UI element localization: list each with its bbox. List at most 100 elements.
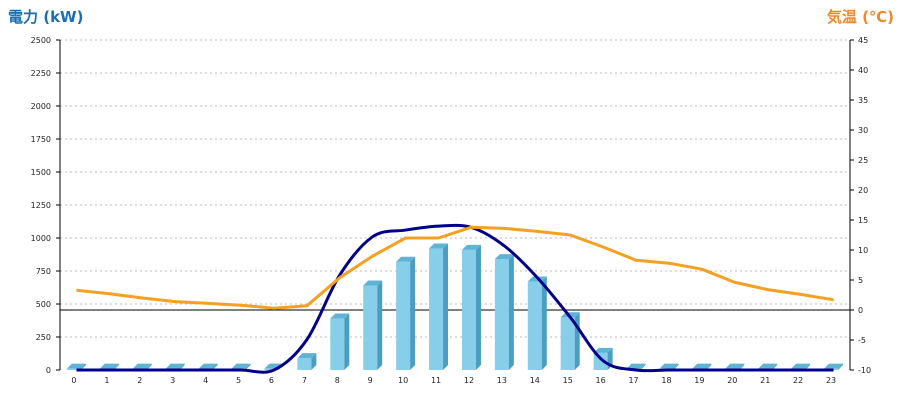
bar (461, 244, 481, 370)
left-tick-label: 1500 (31, 168, 51, 177)
right-tick-label: 0 (858, 306, 863, 315)
x-tick-label: 16 (596, 376, 606, 385)
bar-top (429, 243, 449, 249)
bar-top (824, 363, 844, 369)
temperature-line (76, 225, 834, 310)
bar (560, 312, 580, 370)
bar-side (344, 313, 350, 370)
bar-front (297, 358, 312, 370)
left-tick-label: 1750 (31, 135, 51, 144)
left-tick-label: 500 (36, 300, 51, 309)
left-tick-label: 1250 (31, 201, 51, 210)
x-tick-label: 18 (661, 376, 671, 385)
left-tick-label: 2500 (31, 36, 51, 45)
left-tick-label: 250 (36, 333, 51, 342)
bar-side (245, 363, 251, 370)
bar-side (410, 256, 416, 370)
bar-side (574, 312, 580, 370)
bar-top (66, 363, 86, 369)
x-tick-label: 5 (236, 376, 241, 385)
right-tick-label: 30 (858, 126, 868, 135)
right-tick-label: 35 (858, 96, 868, 105)
x-tick-label: 20 (727, 376, 737, 385)
bar-top (494, 254, 514, 260)
bar (494, 254, 514, 370)
x-tick-label: 4 (203, 376, 208, 385)
bar-front (396, 261, 411, 370)
bar-front (593, 352, 608, 370)
bar-top (231, 363, 251, 369)
x-tick-label: 10 (398, 376, 408, 385)
bar-side (838, 363, 844, 370)
x-tick-label: 17 (628, 376, 638, 385)
x-tick-label: 22 (793, 376, 803, 385)
right-tick-label: 45 (858, 36, 868, 45)
bar-side (146, 363, 152, 370)
x-tick-label: 23 (826, 376, 836, 385)
bar-front (429, 248, 444, 370)
bar-front (264, 368, 279, 370)
bar-top (132, 363, 152, 369)
x-tick-label: 19 (694, 376, 704, 385)
bar-side (311, 353, 317, 370)
x-tick-label: 21 (760, 376, 770, 385)
bar-top (725, 363, 745, 369)
x-tick-label: 1 (104, 376, 109, 385)
bar-side (772, 363, 778, 370)
left-tick-label: 750 (36, 267, 51, 276)
bar (429, 243, 449, 370)
bar-front (560, 317, 575, 370)
left-axis-title: 電力 (kW) (8, 8, 84, 26)
right-tick-label: -10 (858, 366, 871, 375)
bar-front (363, 285, 378, 370)
bar-side (508, 254, 514, 370)
right-tick-label: 5 (858, 276, 863, 285)
bar-top (330, 313, 350, 319)
power-line (76, 223, 834, 374)
x-tick-label: 9 (368, 376, 373, 385)
left-tick-label: 1000 (31, 234, 51, 243)
bar-front (66, 368, 81, 370)
bar (330, 313, 350, 370)
left-tick-label: 2250 (31, 69, 51, 78)
x-tick-label: 13 (497, 376, 507, 385)
bar-top (198, 363, 218, 369)
bar-side (113, 363, 119, 370)
bar-top (461, 244, 481, 250)
bar (363, 280, 383, 370)
bar-top (165, 363, 185, 369)
right-axis-title: 気温 (℃) (826, 8, 894, 26)
right-tick-label: 40 (858, 66, 868, 75)
bar-top (99, 363, 119, 369)
bar-top (659, 363, 679, 369)
x-tick-label: 0 (71, 376, 76, 385)
x-tick-label: 15 (563, 376, 573, 385)
x-tick-label: 7 (302, 376, 307, 385)
bar-side (739, 363, 745, 370)
right-tick-label: 15 (858, 216, 868, 225)
bar-side (706, 363, 712, 370)
bar-front (461, 249, 476, 370)
bar-side (805, 363, 811, 370)
right-tick-label: 25 (858, 156, 868, 165)
right-tick-label: -5 (858, 336, 866, 345)
bar-top (692, 363, 712, 369)
bar-side (377, 280, 383, 370)
bar-top (297, 353, 317, 359)
x-tick-label: 2 (137, 376, 142, 385)
left-tick-label: 0 (46, 366, 51, 375)
bar (396, 256, 416, 370)
bar-top (593, 347, 613, 353)
bar-side (443, 243, 449, 370)
bar-top (626, 363, 646, 369)
bar-side (212, 363, 218, 370)
x-tick-label: 14 (530, 376, 540, 385)
bar-front (527, 281, 542, 370)
bar (297, 353, 317, 370)
right-tick-label: 10 (858, 246, 868, 255)
bar-front (494, 259, 509, 370)
x-tick-label: 8 (335, 376, 340, 385)
bar-top (791, 363, 811, 369)
bar-side (541, 276, 547, 370)
